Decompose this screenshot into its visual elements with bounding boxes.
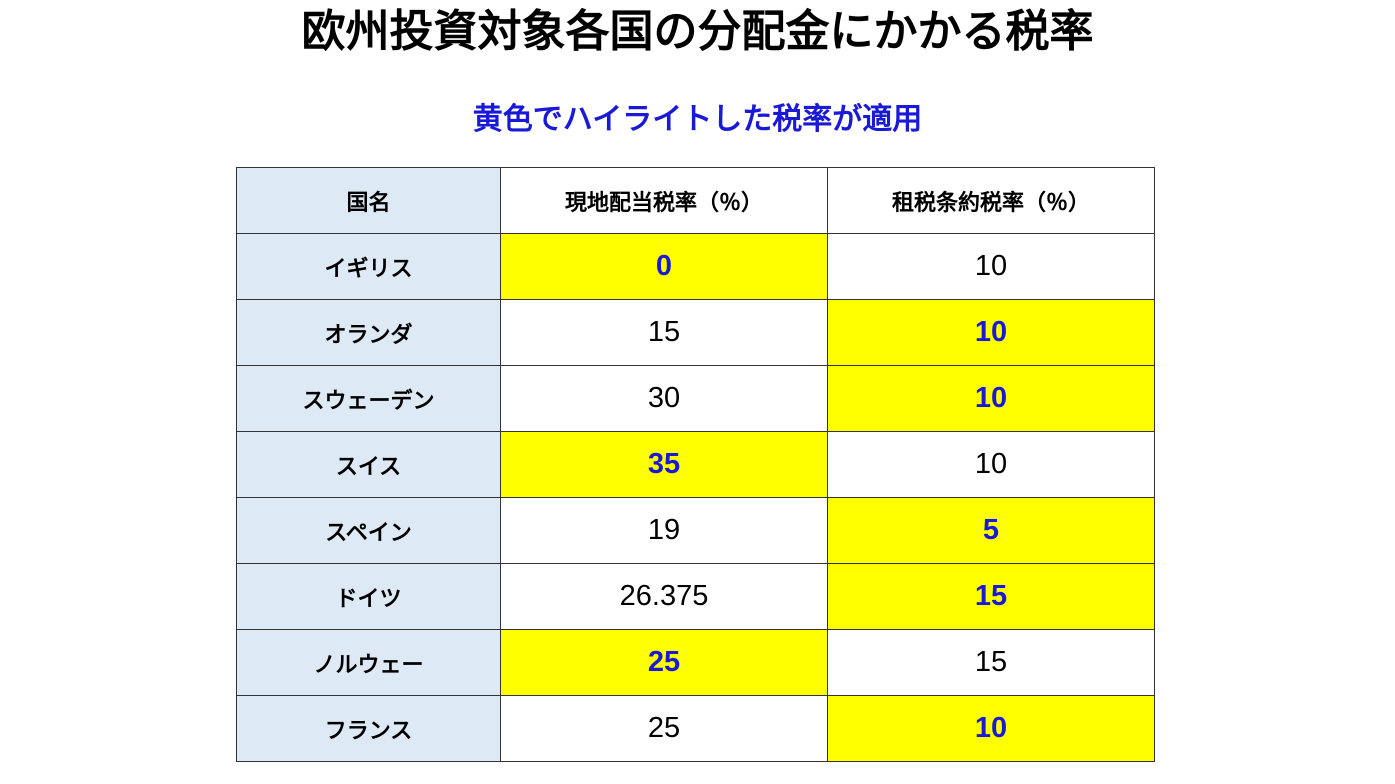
header-country: 国名 [236,167,501,234]
tax-rate-table: 国名 現地配当税率（％） 租税条約税率（％） イギリス 0 10 オランダ 15… [236,167,1155,762]
local-rate-cell: 26.375 [500,563,828,630]
local-rate-cell: 35 [500,431,828,498]
table-row: ノルウェー 25 15 [236,629,1155,696]
treaty-rate-cell: 5 [827,497,1155,564]
local-rate-cell: 30 [500,365,828,432]
local-rate-cell: 25 [500,629,828,696]
local-rate-cell: 25 [500,695,828,762]
table-row: スウェーデン 30 10 [236,365,1155,432]
country-cell: ノルウェー [236,629,501,696]
country-cell: フランス [236,695,501,762]
country-cell: オランダ [236,299,501,366]
country-cell: ドイツ [236,563,501,630]
table-row: オランダ 15 10 [236,299,1155,366]
treaty-rate-cell: 10 [827,431,1155,498]
treaty-rate-cell: 10 [827,695,1155,762]
treaty-rate-cell: 10 [827,299,1155,366]
country-cell: イギリス [236,233,501,300]
table-row: イギリス 0 10 [236,233,1155,300]
table-row: ドイツ 26.375 15 [236,563,1155,630]
treaty-rate-cell: 15 [827,629,1155,696]
table-header-row: 国名 現地配当税率（％） 租税条約税率（％） [236,167,1155,234]
country-cell: スペイン [236,497,501,564]
table-row: スイス 35 10 [236,431,1155,498]
table-row: スペイン 19 5 [236,497,1155,564]
country-cell: スイス [236,431,501,498]
header-treaty-rate: 租税条約税率（％） [827,167,1155,234]
page-subtitle: 黄色でハイライトした税率が適用 [472,102,923,137]
treaty-rate-cell: 15 [827,563,1155,630]
local-rate-cell: 19 [500,497,828,564]
treaty-rate-cell: 10 [827,233,1155,300]
header-local-rate: 現地配当税率（％） [500,167,828,234]
page-title: 欧州投資対象各国の分配金にかかる税率 [301,6,1094,57]
treaty-rate-cell: 10 [827,365,1155,432]
table-row: フランス 25 10 [236,695,1155,762]
country-cell: スウェーデン [236,365,501,432]
local-rate-cell: 0 [500,233,828,300]
local-rate-cell: 15 [500,299,828,366]
